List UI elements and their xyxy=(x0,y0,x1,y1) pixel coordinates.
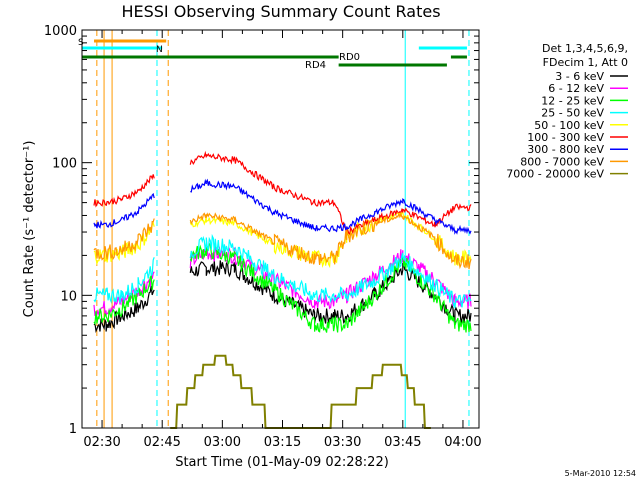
series-0-line-0 xyxy=(93,285,155,333)
legend-label-6: 300 - 800 keV xyxy=(527,143,604,156)
x-tick-label-0: 02:30 xyxy=(83,435,120,450)
legend-label-8: 7000 - 20000 keV xyxy=(506,168,604,181)
s-label: S xyxy=(78,38,84,48)
plot-area: RD0 RD4 N S xyxy=(78,30,472,429)
series-0-line-1 xyxy=(189,260,472,325)
legend-label-2: 12 - 25 keV xyxy=(541,94,604,107)
y-tick-label-0: 1 xyxy=(69,422,77,437)
series-5-line-1 xyxy=(189,150,472,236)
legend-header-1: Det 1,3,4,5,6,9, xyxy=(542,42,628,55)
series-3-line-1 xyxy=(189,233,472,309)
x-tick-label-2: 03:00 xyxy=(204,435,241,450)
x-tick-label-1: 02:45 xyxy=(143,435,180,450)
x-tick-label-4: 03:30 xyxy=(324,435,361,450)
chart-title: HESSI Observing Summary Count Rates xyxy=(121,2,440,21)
legend-label-7: 800 - 7000 keV xyxy=(520,155,604,168)
state-bars xyxy=(82,39,467,67)
plot-frame xyxy=(81,29,480,429)
y-axis: 1 10 100 1000 xyxy=(44,24,479,437)
series-8-line-0 xyxy=(170,354,431,429)
series-8 xyxy=(170,354,431,429)
vertical-markers xyxy=(81,30,470,428)
n-label: N xyxy=(156,45,163,55)
y-tick-label-1: 10 xyxy=(60,289,77,304)
series-7-line-0 xyxy=(93,218,155,261)
series-lines xyxy=(93,150,472,429)
rd0-label: RD0 xyxy=(339,52,360,63)
legend-label-1: 6 - 12 keV xyxy=(548,82,604,95)
legend-label-4: 50 - 100 keV xyxy=(534,119,604,132)
x-axis: 02:30 02:45 03:00 03:15 03:30 03:45 04:00 xyxy=(81,30,482,450)
rd4-label: RD4 xyxy=(305,60,326,71)
series-0 xyxy=(93,260,472,333)
x-tick-label-5: 03:45 xyxy=(384,435,421,450)
legend-header-2: FDecim 1, Att 0 xyxy=(543,56,628,69)
y-tick-label-2: 100 xyxy=(52,157,77,172)
x-axis-label: Start Time (01-May-09 02:28:22) xyxy=(175,455,389,470)
series-3 xyxy=(93,233,472,309)
x-tick-label-6: 04:00 xyxy=(444,435,481,450)
series-6 xyxy=(93,178,472,235)
x-tick-label-3: 03:15 xyxy=(264,435,301,450)
series-7-line-1 xyxy=(189,211,472,270)
footer-timestamp: 5-Mar-2010 12:54 xyxy=(565,469,636,478)
series-4 xyxy=(93,210,472,269)
series-5 xyxy=(93,150,472,236)
y-axis-label: Count Rate (s⁻¹ detector⁻¹) xyxy=(22,141,37,318)
series-5-line-0 xyxy=(93,174,155,208)
series-2-line-0 xyxy=(93,273,155,326)
series-3-line-0 xyxy=(93,257,155,304)
legend-label-0: 3 - 6 keV xyxy=(555,70,604,83)
legend-label-3: 25 - 50 keV xyxy=(541,107,604,120)
series-7 xyxy=(93,211,472,270)
legend: Det 1,3,4,5,6,9, FDecim 1, Att 0 3 - 6 k… xyxy=(506,42,628,181)
y-tick-label-3: 1000 xyxy=(44,24,77,39)
legend-label-5: 100 - 300 keV xyxy=(527,131,604,144)
series-6-line-1 xyxy=(190,178,472,235)
series-6-line-0 xyxy=(93,192,155,229)
